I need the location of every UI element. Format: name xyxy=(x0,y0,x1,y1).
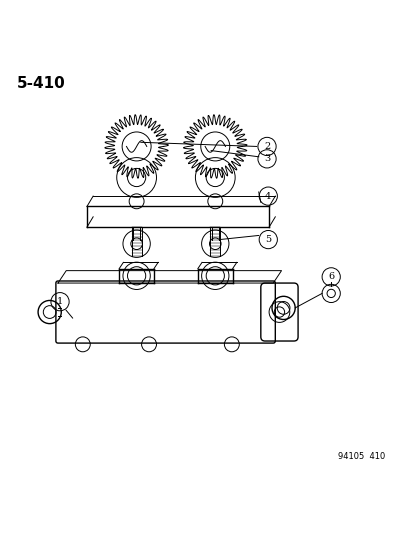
Text: 5-410: 5-410 xyxy=(17,76,65,91)
Text: 4: 4 xyxy=(264,192,271,200)
Text: 1: 1 xyxy=(57,297,63,306)
Text: 6: 6 xyxy=(328,272,333,281)
Text: 94105  410: 94105 410 xyxy=(337,452,384,461)
Text: 3: 3 xyxy=(263,155,270,163)
Text: 5: 5 xyxy=(265,235,271,244)
Text: 2: 2 xyxy=(263,142,270,151)
